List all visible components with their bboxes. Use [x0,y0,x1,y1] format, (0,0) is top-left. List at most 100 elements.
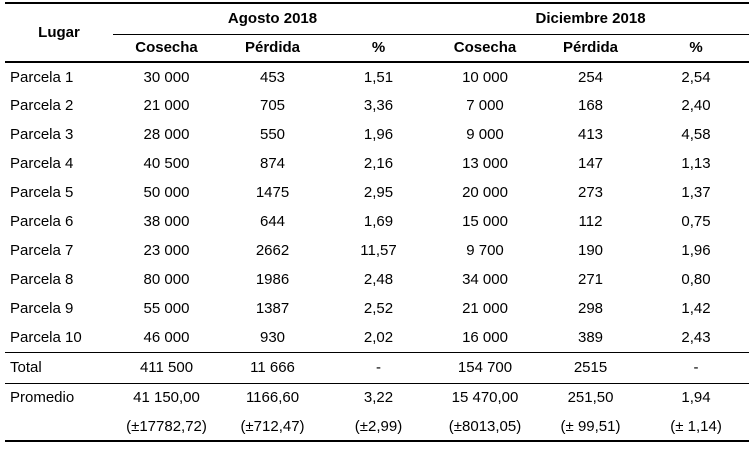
table-cell: 411 500 [113,351,220,383]
table-cell: 7 000 [466,97,504,114]
table-cell-deviation: (±2,99) [325,412,433,442]
row-label: Parcela 3 [10,126,74,143]
col-header-cosecha-agosto: Cosecha [113,34,220,63]
table-cell: 1,37 [681,184,711,201]
table-cell: 46 000 [143,328,190,346]
table-cell: 1387 [255,300,290,317]
table-row-total: Total 411 500 11 666 - 154 700 2515 - [5,351,750,383]
table-cell: 50 000 [143,184,190,201]
table-cell: 11,57 [360,242,397,259]
table-cell: 10 000 [462,68,508,86]
table-cell: 644 [259,213,286,230]
table-cell: 453 [259,68,286,86]
table-cell-deviation: (± 1,14) [643,412,750,442]
row-label: Parcela 8 [10,271,74,288]
table-cell: 21 000 [462,300,508,317]
table-cell: 254 [578,68,604,86]
col-header-perdida-diciembre: Pérdida [538,34,644,63]
col-header-pct-agosto: % [325,34,433,63]
table-cell: 112 [578,213,603,230]
table-cell: 0,80 [681,271,711,288]
table-cell: 1,96 [363,126,394,143]
column-group-diciembre-2018: Diciembre 2018 [432,2,750,35]
table-cell: 298 [578,300,604,317]
table-cell: 9 700 [466,242,504,259]
row-label-empty [5,412,113,442]
table-cell-deviation: (±17782,72) [113,412,220,442]
row-label: Parcela 4 [10,155,74,172]
table-cell: 1,96 [681,242,711,259]
row-label-promedio: Promedio [5,382,113,412]
col-header-perdida-agosto: Pérdida [220,34,325,63]
row-label: Parcela 9 [10,300,74,317]
group-header-row: Lugar Agosto 2018 Diciembre 2018 [5,2,750,63]
table-cell: 9 000 [466,126,504,143]
table-cell: 1,69 [363,213,394,230]
row-label: Parcela 7 [10,242,74,259]
table-cell: 2662 [255,242,290,259]
table-cell: 2,95 [363,184,394,201]
table-cell: 271 [578,271,604,288]
table-cell: 38 000 [143,213,190,230]
table-cell: 705 [259,97,286,114]
col-header-cosecha-diciembre: Cosecha [432,34,539,63]
table-cell: 23 000 [143,242,190,259]
table-cell: 34 000 [462,271,508,288]
table-cell: 2,52 [363,300,394,317]
row-label: Parcela 10 [10,328,82,346]
table-cell: 21 000 [143,97,190,114]
table-cell: 168 [578,97,604,114]
table-row-parcela-2: Parcela 2 21 000 705 3,36 7 000 168 2,40 [5,91,749,120]
table-cell: 3,22 [325,382,433,412]
row-label-total: Total [5,351,113,383]
table-cell: 40 500 [143,155,190,172]
table-cell: 1,94 [643,382,750,412]
table-cell: 1475 [255,184,290,201]
table-cell: 20 000 [462,184,508,201]
table-row-parcela-8: Parcela 8 80 000 1986 2,48 34 000 271 0,… [5,265,749,294]
table-cell: 2,48 [363,271,394,288]
table-cell: 2,16 [363,155,394,172]
table-cell: 4,58 [681,126,711,143]
table-cell: 15 000 [462,213,508,230]
table-cell: 930 [259,328,286,346]
table-cell: 30 000 [143,68,190,86]
table-row-parcela-1: Parcela 1 30 000 453 1,51 10 000 254 2,5… [5,62,749,91]
row-label: Parcela 6 [10,213,74,230]
table-row-parcela-4: Parcela 4 40 500 874 2,16 13 000 147 1,1… [5,149,749,178]
table-cell: 2,43 [681,328,711,346]
table-cell: 55 000 [143,300,190,317]
table-cell: 2515 [538,351,644,383]
table-cell: 3,36 [363,97,394,114]
table-cell: 1,51 [363,68,394,86]
table-cell-deviation: (± 99,51) [538,412,644,442]
table-cell: 11 666 [220,351,325,383]
row-label: Parcela 5 [10,184,74,201]
col-header-pct-diciembre: % [643,34,750,63]
table-cell: 28 000 [143,126,190,143]
table-row-promedio: Promedio 41 150,00 1166,60 3,22 15 470,0… [5,382,750,412]
table-cell: - [643,351,750,383]
table-cell: 1986 [255,271,290,288]
data-table: Lugar Agosto 2018 Diciembre 2018 Cosecha… [5,2,750,442]
table-cell-deviation: (±712,47) [220,412,325,442]
table-cell: 190 [578,242,604,259]
table-cell: 16 000 [462,328,508,346]
table-cell-deviation: (±8013,05) [432,412,539,442]
table-row-promedio-deviations: (±17782,72) (±712,47) (±2,99) (±8013,05)… [5,412,750,442]
table-cell: 389 [578,328,604,346]
table-cell: 1166,60 [220,382,325,412]
row-label: Parcela 1 [10,68,74,86]
table-row-parcela-6: Parcela 6 38 000 644 1,69 15 000 112 0,7… [5,207,749,236]
table-row-parcela-9: Parcela 9 55 000 1387 2,52 21 000 298 1,… [5,294,749,323]
table-cell: 2,40 [681,97,711,114]
table-cell: 2,02 [363,328,394,346]
column-group-agosto-2018: Agosto 2018 [113,2,433,35]
table-cell: 273 [578,184,604,201]
table-cell: 1,13 [681,155,711,172]
table-cell: 874 [259,155,286,172]
table-cell: - [325,351,433,383]
table-row-parcela-10: Parcela 10 46 000 930 2,02 16 000 389 2,… [5,323,749,352]
table-cell: 0,75 [681,213,711,230]
